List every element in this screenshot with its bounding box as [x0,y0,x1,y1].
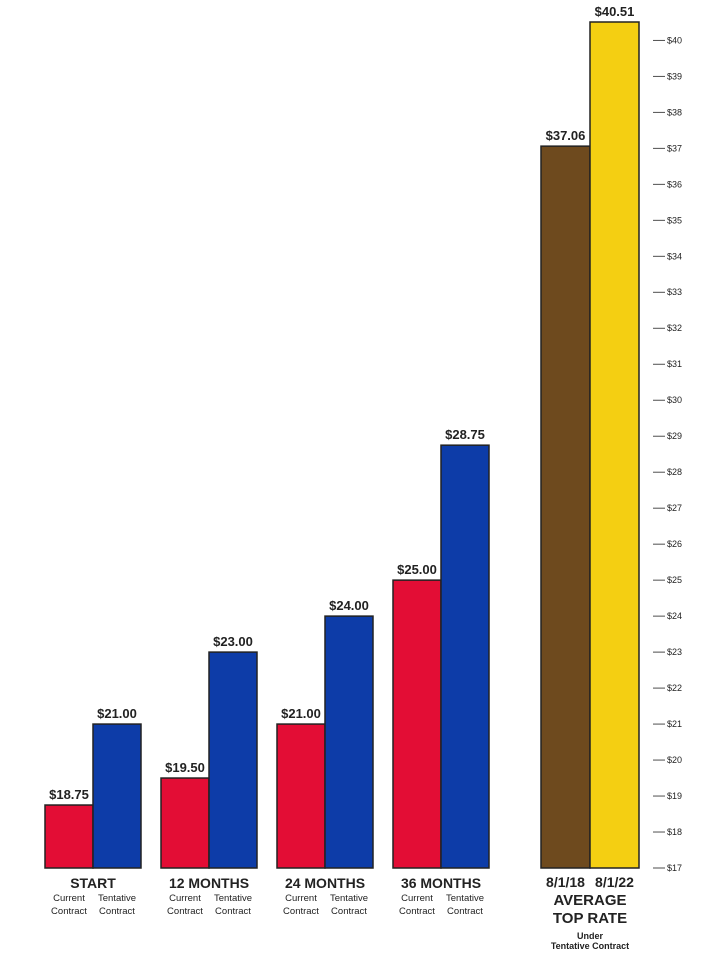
series-label: Contract [331,906,367,917]
y-tick-label: $33 [667,287,682,297]
series-label: Tentative [98,893,136,904]
y-tick-label: $37 [667,143,682,153]
average-bar [540,145,591,869]
series-label: Contract [215,906,251,917]
series-label: Current [53,893,85,904]
average-label: TOP RATE [553,910,627,927]
y-tick-label: $17 [667,863,682,873]
average-sublabel: Under [577,931,604,941]
bar-value-label: $21.00 [281,706,321,721]
bar-current [276,723,326,869]
bar-value-label: $25.00 [397,562,437,577]
group-label: 24 MONTHS [285,875,365,891]
bar-tentative [440,444,490,869]
bar-value-label: $19.50 [165,760,205,775]
bar-value-label: $28.75 [445,427,485,442]
series-label: Current [285,893,317,904]
series-label: Tentative [214,893,252,904]
y-tick-label: $21 [667,719,682,729]
y-tick-label: $23 [667,647,682,657]
y-tick-label: $27 [667,503,682,513]
series-label: Contract [283,906,319,917]
bar-tentative [208,651,258,869]
series-label: Contract [447,906,483,917]
bar-value-label: $21.00 [97,706,137,721]
date-label: 8/1/18 [546,874,585,890]
series-label: Contract [167,906,203,917]
bars: $18.75 $21.00 $19.50 $23.00 $21.00 $24.00 $25.… [44,4,640,869]
series-label: Contract [399,906,435,917]
y-tick-label: $18 [667,827,682,837]
date-label: 8/1/22 [595,874,634,890]
category-labels: Current Contract Tentative Contract START Cur… [51,874,634,951]
series-label: Contract [51,906,87,917]
average-sublabel: Tentative Contract [551,941,629,951]
y-tick-label: $22 [667,683,682,693]
y-tick-label: $40 [667,35,682,45]
bar-current [44,804,94,869]
y-tick-label: $25 [667,575,682,585]
y-tick-label: $30 [667,395,682,405]
series-label: Tentative [330,893,368,904]
bar-value-label: $40.51 [595,4,635,19]
y-tick-label: $38 [667,107,682,117]
y-tick-label: $19 [667,791,682,801]
y-tick-label: $32 [667,323,682,333]
bar-value-label: $24.00 [329,598,369,613]
y-tick-label: $35 [667,215,682,225]
y-tick-label: $31 [667,359,682,369]
series-label: Current [401,893,433,904]
y-tick-label: $24 [667,611,682,621]
series-label: Contract [99,906,135,917]
average-label: AVERAGE [553,892,626,909]
y-axis: $17 $18 $19 $20 $21 $22 $23 $24 $25 $26 $27 $28 $29 $… [653,35,682,873]
bar-tentative [324,615,374,869]
y-tick-label: $34 [667,251,682,261]
group-label: 36 MONTHS [401,875,481,891]
y-tick-label: $29 [667,431,682,441]
bar-tentative [92,723,142,869]
bar-value-label: $37.06 [546,128,586,143]
group-label: START [70,875,116,891]
y-tick-label: $36 [667,179,682,189]
y-tick-label: $26 [667,539,682,549]
group-label: 12 MONTHS [169,875,249,891]
y-tick-label: $20 [667,755,682,765]
y-tick-label: $39 [667,71,682,81]
bar-value-label: $23.00 [213,634,253,649]
series-label: Current [169,893,201,904]
y-tick-label: $28 [667,467,682,477]
series-label: Tentative [446,893,484,904]
bar-current [392,579,442,869]
average-bar [589,21,640,869]
bar-current [160,777,210,869]
bar-value-label: $18.75 [49,787,89,802]
